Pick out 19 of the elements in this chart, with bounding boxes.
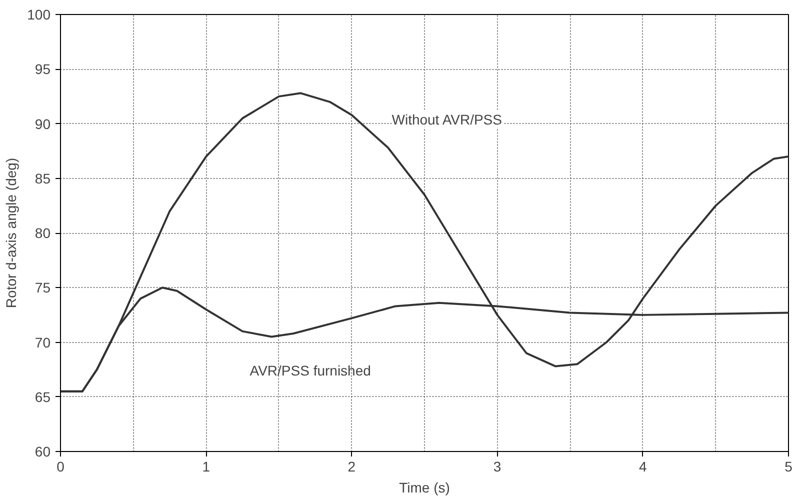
annotation: AVR/PSS furnished [250, 362, 371, 379]
x-tick-label: 0 [56, 458, 65, 474]
x-tick-label: 3 [493, 458, 502, 474]
y-tick-label: 85 [34, 170, 51, 186]
x-axis-title: Time (s) [399, 480, 450, 496]
annotation: Without AVR/PSS [392, 111, 502, 128]
y-tick-label: 60 [34, 444, 51, 460]
y-tick-label: 75 [34, 280, 51, 296]
y-tick-label: 80 [34, 225, 51, 241]
x-tick-label: 2 [348, 458, 356, 474]
x-tick-label: 1 [202, 458, 210, 474]
y-tick-label: 70 [34, 334, 51, 350]
y-tick-label: 100 [27, 6, 51, 22]
y-tick-label: 95 [34, 61, 51, 78]
y-axis-title: Rotor d-axis angle (deg) [3, 158, 20, 308]
x-tick-label: 4 [639, 458, 648, 474]
y-tick-label: 65 [34, 388, 51, 405]
y-tick-label: 90 [34, 116, 51, 132]
x-tick-label: 5 [784, 458, 793, 474]
